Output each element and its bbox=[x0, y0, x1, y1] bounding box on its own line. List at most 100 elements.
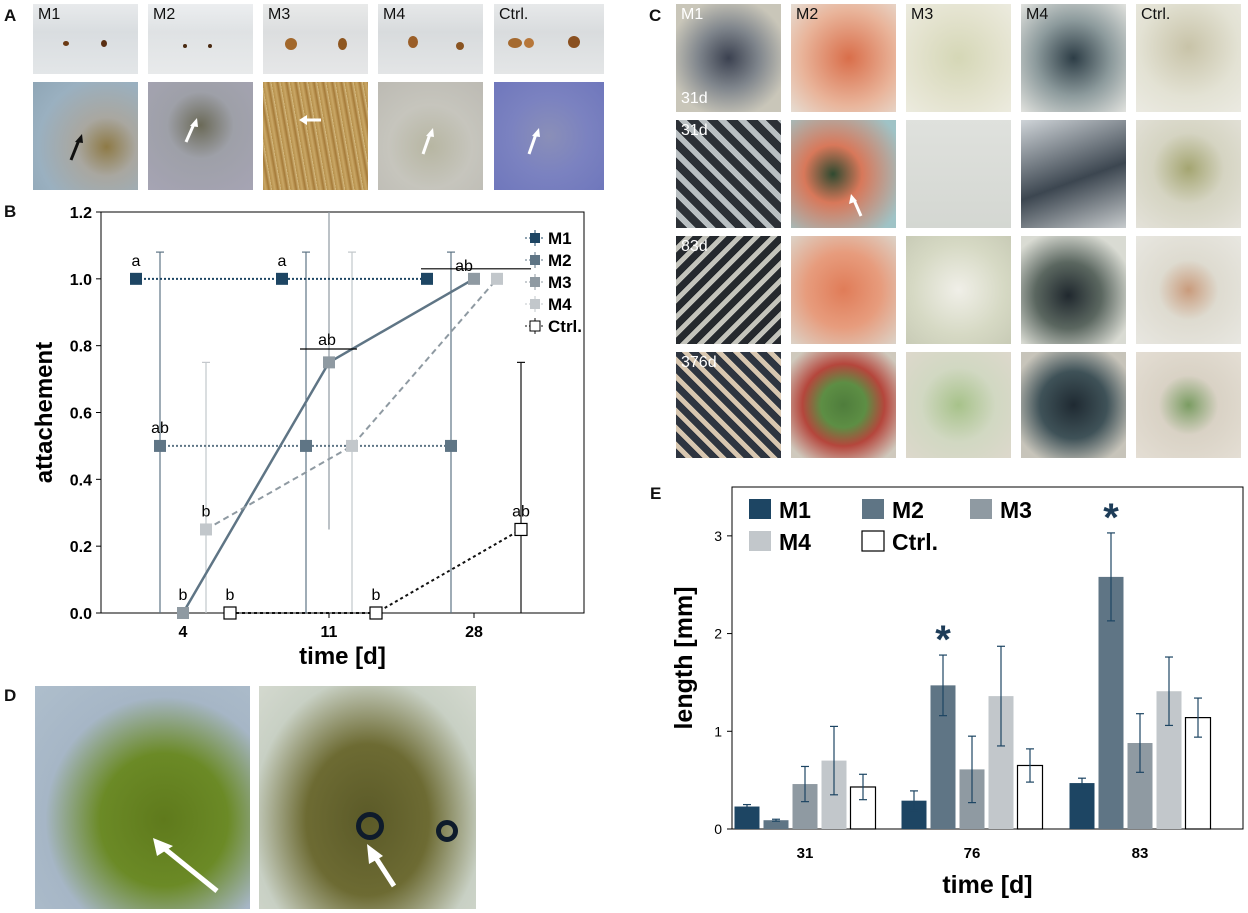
photo-col-label-ctrl: Ctrl. bbox=[1141, 6, 1171, 23]
micrograph-d-left bbox=[35, 686, 250, 909]
bar-m1 bbox=[1069, 783, 1095, 829]
data-point bbox=[346, 439, 358, 452]
data-point bbox=[200, 523, 212, 536]
slide-photo-m3: M3 bbox=[263, 4, 368, 74]
significance-letter: b bbox=[179, 587, 188, 604]
significance-star: * bbox=[935, 618, 951, 662]
micrograph-d-right bbox=[259, 686, 476, 909]
culture-photo-m3-r3 bbox=[906, 236, 1011, 344]
y-tick-label: 0.2 bbox=[70, 539, 92, 556]
culture-photo-ctrl-r1: Ctrl. bbox=[1136, 4, 1241, 112]
arrow-icon bbox=[153, 838, 219, 893]
photo-row-label-1: 31d bbox=[681, 90, 708, 107]
x-tick-label: 28 bbox=[465, 624, 483, 641]
panel-letter-a: A bbox=[4, 6, 17, 25]
photo-label-m3: M3 bbox=[268, 6, 291, 23]
arrow-icon bbox=[367, 844, 397, 888]
data-point bbox=[491, 272, 503, 285]
panel-letter-c: C bbox=[649, 6, 662, 25]
culture-photo-ctrl-r4 bbox=[1136, 352, 1241, 458]
culture-photo-m1-r1: M1 31d bbox=[676, 4, 781, 112]
data-point bbox=[369, 606, 383, 620]
x-tick-label: 83 bbox=[1132, 845, 1149, 862]
x-axis-label: time [d] bbox=[942, 871, 1032, 899]
significance-letter: ab bbox=[151, 420, 169, 437]
arrow-icon bbox=[69, 134, 83, 161]
y-tick-label: 2 bbox=[714, 626, 722, 642]
arrow-icon bbox=[299, 115, 321, 125]
legend-label: M1 bbox=[779, 497, 811, 523]
y-tick-label: 0 bbox=[714, 821, 722, 837]
legend-label: Ctrl. bbox=[548, 317, 582, 336]
legend-label: M3 bbox=[548, 273, 572, 292]
culture-photo-m1-r2: 31d bbox=[676, 120, 781, 228]
legend-swatch bbox=[749, 531, 771, 551]
culture-photo-m4-r4 bbox=[1021, 352, 1126, 458]
data-point bbox=[177, 607, 189, 619]
x-axis-label: time [d] bbox=[299, 643, 386, 670]
circle-marker bbox=[436, 820, 458, 842]
y-tick-label: 3 bbox=[714, 528, 722, 544]
y-axis-label: attachement bbox=[31, 342, 58, 483]
x-tick-label: 4 bbox=[179, 624, 188, 641]
photo-col-label-m4: M4 bbox=[1026, 6, 1049, 23]
legend-label: M3 bbox=[1000, 497, 1032, 523]
culture-photo-m2-r2 bbox=[791, 120, 896, 228]
y-tick-label: 1.2 bbox=[70, 205, 92, 222]
arrow-icon bbox=[527, 128, 540, 155]
bar-m2 bbox=[763, 820, 789, 829]
y-tick-label: 1.0 bbox=[70, 272, 92, 289]
legend-label: M4 bbox=[779, 529, 811, 555]
y-axis-label: length [mm] bbox=[670, 586, 698, 729]
photo-col-label-m3: M3 bbox=[911, 6, 934, 23]
slide-photo-m2: M2 bbox=[148, 4, 253, 74]
culture-photo-m4-r2 bbox=[1021, 120, 1126, 228]
legend-label: M1 bbox=[548, 229, 572, 248]
attachment-line-chart: 0.0 0.2 0.4 0.6 0.8 1.0 1.2 4 11 28 time [d] attach… bbox=[31, 205, 585, 670]
photo-label-ctrl: Ctrl. bbox=[499, 6, 529, 23]
culture-photo-m4-r1: M4 bbox=[1021, 4, 1126, 112]
culture-photo-m3-r1: M3 bbox=[906, 4, 1011, 112]
data-point bbox=[276, 272, 288, 285]
panel-letter-d: D bbox=[4, 686, 17, 705]
photo-label-m4: M4 bbox=[383, 6, 406, 23]
legend-marker bbox=[530, 299, 540, 309]
data-point bbox=[468, 272, 480, 285]
data-point bbox=[300, 439, 312, 452]
significance-letter: ab bbox=[512, 503, 530, 520]
slide-photo-m4: M4 bbox=[378, 4, 483, 74]
y-tick-label: 0.8 bbox=[70, 339, 92, 356]
legend-swatch bbox=[861, 530, 885, 552]
culture-photo-m3-r4 bbox=[906, 352, 1011, 458]
legend-marker bbox=[530, 277, 540, 287]
slide-photo-m1: M1 bbox=[33, 4, 138, 74]
panel-letter-b: B bbox=[4, 202, 17, 221]
significance-star: * bbox=[1103, 496, 1119, 540]
slide-photo-ctrl: Ctrl. bbox=[494, 4, 604, 74]
culture-photo-m4-r3 bbox=[1021, 236, 1126, 344]
y-tick-label: 0.4 bbox=[70, 472, 92, 489]
arrow-icon bbox=[184, 118, 198, 143]
photo-label-m1: M1 bbox=[38, 6, 61, 23]
x-tick-label: 11 bbox=[321, 624, 338, 641]
photo-col-label-m1: M1 bbox=[681, 6, 704, 23]
data-point bbox=[445, 439, 457, 452]
data-point bbox=[223, 606, 237, 620]
y-tick-label: 0.6 bbox=[70, 406, 92, 423]
culture-photo-m1-r4: 376d bbox=[676, 352, 781, 458]
legend-label: Ctrl. bbox=[892, 529, 938, 555]
legend-marker bbox=[530, 233, 540, 243]
micrograph-m2 bbox=[148, 82, 253, 190]
data-point bbox=[514, 522, 528, 537]
photo-row-label-4: 376d bbox=[681, 354, 717, 371]
significance-letter: b bbox=[372, 587, 381, 604]
legend-swatch bbox=[749, 499, 771, 519]
arrow-icon bbox=[849, 194, 863, 217]
bar-m1 bbox=[734, 806, 760, 829]
legend-swatch bbox=[970, 499, 992, 519]
significance-letter: a bbox=[278, 253, 287, 270]
photo-col-label-m2: M2 bbox=[796, 6, 819, 23]
culture-photo-m3-r2 bbox=[906, 120, 1011, 228]
culture-photo-m2-r3 bbox=[791, 236, 896, 344]
